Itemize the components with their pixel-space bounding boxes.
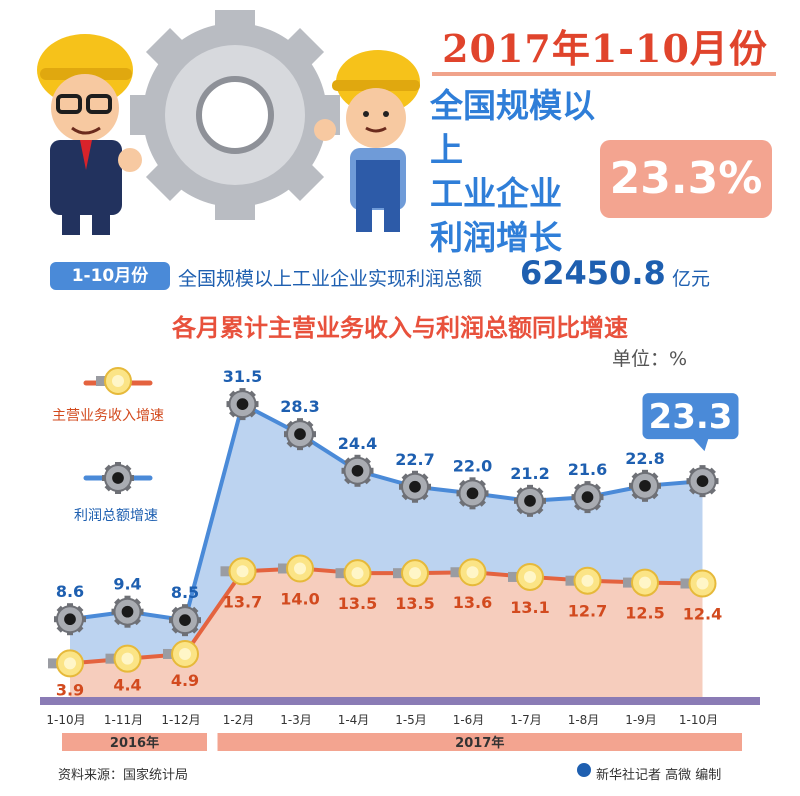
profit-point-marker: [629, 469, 661, 502]
x-axis-bar: [40, 697, 760, 705]
profit-point-marker: [54, 603, 86, 636]
title-divider: [432, 72, 776, 76]
legend-profit-label: 利润总额增速: [74, 508, 158, 524]
profit-data-label: 21.2: [510, 464, 549, 483]
unit-label: 单位：%: [612, 348, 688, 370]
profit-data-label: 31.5: [223, 367, 262, 386]
revenue-data-label: 13.7: [223, 592, 262, 611]
hero-subtitle-line-3: 利润增长: [430, 218, 562, 257]
profit-data-label: 24.4: [338, 434, 377, 453]
source-note: 资料来源：国家统计局: [58, 768, 189, 783]
profit-data-label: 9.4: [113, 575, 141, 594]
revenue-data-label: 12.5: [625, 604, 664, 623]
legend-revenue-marker: [96, 367, 132, 395]
hero-title: 2017年1-10月份: [442, 26, 768, 71]
x-tick-label: 1-11月: [104, 713, 143, 727]
worker-with-glasses-thumbs-up-icon: [37, 34, 142, 235]
profit-point-marker: [456, 477, 489, 510]
x-tick-label: 1-4月: [338, 713, 370, 727]
revenue-area: [70, 568, 703, 697]
profit-data-label: 22.8: [625, 449, 664, 468]
x-tick-label: 1-9月: [625, 713, 657, 727]
profit-data-label: 21.6: [568, 460, 607, 479]
revenue-data-label: 3.9: [56, 680, 84, 699]
highlight-callout: [642, 393, 739, 440]
hero-subtitle-line-2: 工业企业: [430, 174, 562, 213]
profit-data-label: 28.3: [280, 397, 319, 416]
revenue-point-marker: [565, 566, 602, 595]
profit-point-marker: [284, 418, 316, 451]
credit-note: 新华社记者 高微 编制: [596, 768, 722, 783]
profit-data-label: 8.5: [171, 583, 199, 602]
revenue-point-marker: [220, 557, 257, 586]
summary-unit: 亿元: [672, 268, 711, 290]
summary-value: 62450.8: [520, 254, 666, 292]
revenue-data-label: 12.4: [683, 605, 722, 624]
hero-subtitle-line-1: 全国规模以上: [430, 86, 595, 169]
x-tick-label: 1-3月: [280, 713, 312, 727]
profit-point-marker: [399, 470, 431, 503]
year-band-label: 2016年: [110, 735, 159, 751]
x-tick-label: 1-6月: [453, 713, 485, 727]
x-tick-label: 1-2月: [223, 713, 255, 727]
x-tick-label: 1-5月: [395, 713, 427, 727]
profit-point-marker: [111, 595, 144, 628]
x-tick-label: 1-8月: [568, 713, 600, 727]
revenue-point-marker: [335, 559, 372, 588]
year-band-label: 2017年: [455, 735, 504, 751]
year-band: [217, 733, 742, 751]
revenue-point-marker: [393, 559, 429, 588]
revenue-point-marker: [450, 558, 487, 587]
x-tick-label: 1-10月: [679, 713, 718, 727]
revenue-data-label: 13.1: [510, 598, 549, 617]
revenue-data-label: 14.0: [280, 589, 319, 608]
revenue-point-marker: [163, 639, 199, 668]
worker-in-overalls-icon: [314, 50, 420, 232]
revenue-point-marker: [508, 562, 544, 591]
chart-title: 各月累计主营业务收入与利润总额同比增速: [172, 314, 628, 342]
x-tick-label: 1-12月: [161, 713, 200, 727]
profit-point-marker: [686, 465, 719, 498]
x-tick-label: 1-7月: [510, 713, 542, 727]
profit-point-marker: [169, 604, 201, 637]
highlight-callout-pointer: [692, 438, 709, 452]
revenue-data-label: 13.5: [395, 594, 434, 613]
revenue-point-marker: [48, 649, 84, 678]
legend-revenue-label: 主营业务收入增速: [52, 408, 164, 424]
hero-illustration: [37, 10, 420, 235]
revenue-data-label: 4.9: [171, 671, 199, 690]
x-tick-label: 1-10月: [46, 713, 85, 727]
profit-data-label: 22.7: [395, 450, 434, 469]
growth-badge: 23.3%: [600, 140, 772, 218]
revenue-data-label: 12.7: [568, 602, 607, 621]
hero-subtitle: 全国规模以上 工业企业 利润增长: [430, 84, 610, 260]
profit-point-marker: [341, 454, 374, 487]
highlight-value: 23.3: [649, 397, 733, 437]
revenue-point-marker: [623, 568, 659, 597]
summary-text: 全国规模以上工业企业实现利润总额: [178, 268, 483, 290]
xinhua-logo-icon: [577, 763, 591, 777]
revenue-data-label: 13.6: [453, 593, 492, 612]
profit-point-marker: [514, 484, 546, 517]
revenue-data-label: 4.4: [113, 676, 141, 695]
revenue-point-marker: [278, 554, 314, 583]
profit-data-label: 8.6: [56, 582, 84, 601]
profit-data-label: 22.0: [453, 456, 492, 475]
profit-point-marker: [226, 388, 259, 421]
revenue-point-marker: [105, 644, 142, 673]
revenue-point-marker: [680, 569, 717, 598]
profit-point-marker: [571, 481, 604, 514]
legend-profit-marker: [102, 462, 134, 494]
period-tag: 1-10月份: [50, 262, 170, 290]
revenue-data-label: 13.5: [338, 594, 377, 613]
year-band: [62, 733, 207, 751]
